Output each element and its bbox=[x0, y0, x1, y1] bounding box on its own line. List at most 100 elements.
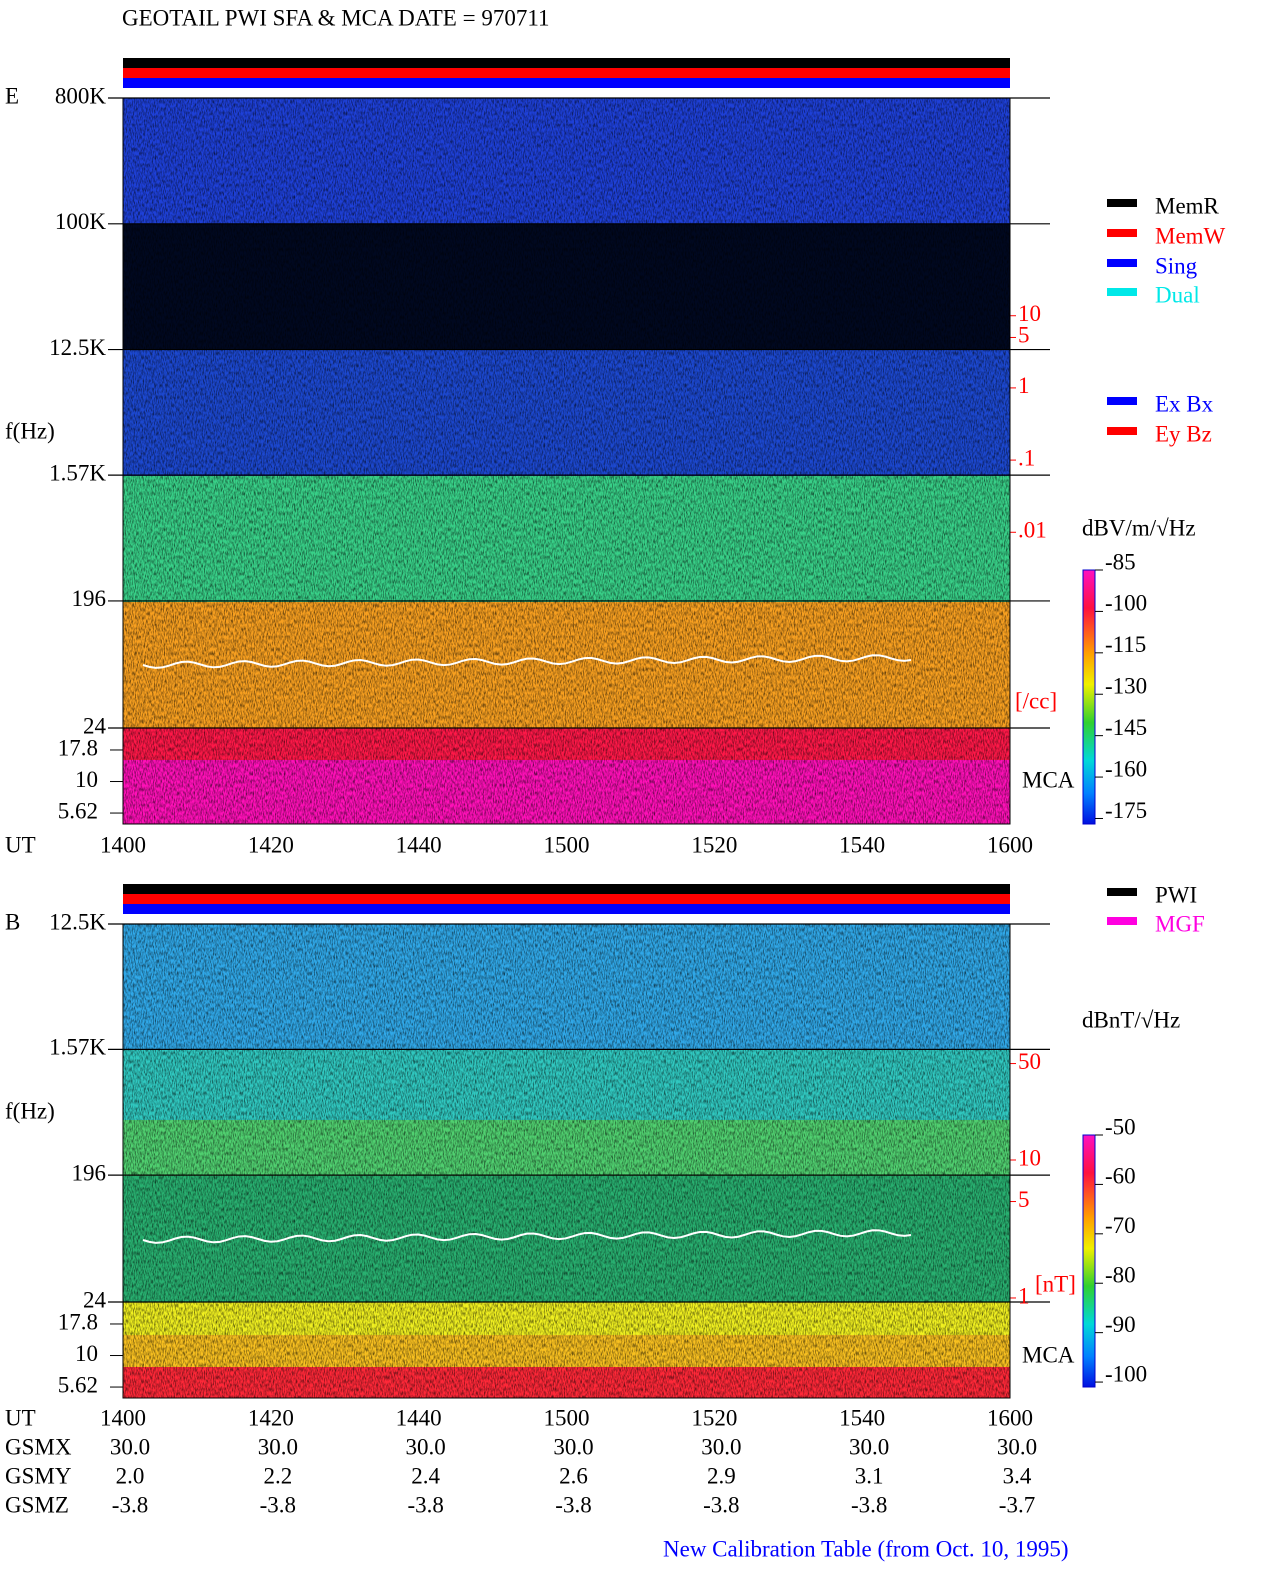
y-axis-label: f(Hz) bbox=[5, 418, 55, 443]
y2-tick-label: .01 bbox=[1018, 518, 1047, 543]
y2-tick-label: 50 bbox=[1018, 1049, 1041, 1074]
y-tick-label: 100K bbox=[55, 209, 107, 234]
y-tick-label: 196 bbox=[72, 1160, 107, 1185]
panel-label: B bbox=[5, 909, 20, 934]
legend-label: PWI bbox=[1155, 882, 1197, 907]
spectrogram-noise bbox=[123, 924, 1010, 1398]
x-tick-label: 1440 bbox=[396, 1405, 442, 1430]
colorbar-tick-label: -85 bbox=[1105, 549, 1136, 574]
orbit-value: 30.0 bbox=[849, 1434, 889, 1459]
colorbar-label: dBV/m/√Hz bbox=[1082, 515, 1196, 540]
orbit-value: 3.1 bbox=[855, 1463, 884, 1488]
legend-label: MemW bbox=[1155, 223, 1226, 248]
y-tick-label: 12.5K bbox=[49, 335, 106, 360]
orbit-row-label: GSMZ bbox=[5, 1492, 69, 1517]
colorbar bbox=[1082, 569, 1096, 825]
orbit-value: 2.2 bbox=[263, 1463, 292, 1488]
legend-label: MemR bbox=[1155, 193, 1220, 218]
y2-tick-label: 5 bbox=[1018, 1187, 1030, 1212]
orbit-value: 30.0 bbox=[110, 1434, 150, 1459]
plasma-trace bbox=[142, 1229, 912, 1244]
y-tick-label: 1.57K bbox=[49, 460, 106, 485]
spectrogram-noise bbox=[123, 98, 1010, 824]
colorbar-label: dBnT/√Hz bbox=[1082, 1007, 1180, 1032]
colorbar-tick-label: -60 bbox=[1105, 1164, 1136, 1189]
colorbar-tick-label: -115 bbox=[1105, 632, 1146, 657]
orbit-value: -3.8 bbox=[703, 1492, 739, 1517]
colorbar-tick-label: -90 bbox=[1105, 1312, 1136, 1337]
orbit-value: 2.9 bbox=[707, 1463, 736, 1488]
orbit-value: -3.8 bbox=[555, 1492, 591, 1517]
y2-tick-label: 10 bbox=[1018, 1145, 1041, 1170]
x-tick-label: 1520 bbox=[691, 1405, 737, 1430]
mca-tick-label: 5.62 bbox=[58, 798, 98, 823]
legend-label: Sing bbox=[1155, 253, 1198, 278]
y2-axis-label: [/cc] bbox=[1015, 688, 1057, 713]
legend-label: Dual bbox=[1155, 282, 1200, 307]
status-bar bbox=[123, 68, 1010, 78]
plot-frame bbox=[122, 923, 1011, 1399]
y2-tick-label: 5 bbox=[1018, 323, 1030, 348]
y2-tick-label: 1 bbox=[1018, 373, 1030, 398]
colorbar-tick-label: -100 bbox=[1105, 1361, 1147, 1386]
status-bar bbox=[123, 884, 1010, 894]
colorbar-tick-label: -50 bbox=[1105, 1114, 1136, 1139]
x-tick-label: 1440 bbox=[396, 832, 442, 857]
y-tick-label: 1.57K bbox=[49, 1035, 106, 1060]
x-tick-label: 1540 bbox=[839, 832, 885, 857]
legend-label: Ex Bx bbox=[1155, 391, 1214, 416]
y-tick-label: 800K bbox=[55, 83, 107, 108]
orbit-value: -3.7 bbox=[999, 1492, 1035, 1517]
legend-swatch bbox=[1107, 229, 1137, 237]
orbit-value: 2.0 bbox=[116, 1463, 145, 1488]
colorbar bbox=[1082, 1134, 1096, 1388]
y-tick-label: 24 bbox=[83, 1287, 107, 1312]
mca-tick-label: 17.8 bbox=[58, 1309, 98, 1334]
y2-tick-label: .1 bbox=[1018, 445, 1035, 470]
legend-swatch bbox=[1107, 259, 1137, 267]
orbit-value: -3.8 bbox=[851, 1492, 887, 1517]
x-tick-label: 1500 bbox=[544, 832, 590, 857]
colorbar-tick-label: -175 bbox=[1105, 798, 1147, 823]
y-tick-label: 12.5K bbox=[49, 909, 106, 934]
x-axis-label: UT bbox=[5, 832, 36, 857]
colorbar-tick-label: -70 bbox=[1105, 1213, 1136, 1238]
mca-label: MCA bbox=[1022, 1342, 1075, 1367]
legend-swatch bbox=[1107, 427, 1137, 435]
orbit-row-label: GSMY bbox=[5, 1463, 72, 1488]
status-bar bbox=[123, 78, 1010, 88]
x-tick-label: 1600 bbox=[987, 1405, 1033, 1430]
orbit-value: -3.8 bbox=[112, 1492, 148, 1517]
y-tick-label: 196 bbox=[72, 586, 107, 611]
colorbar-tick-label: -160 bbox=[1105, 756, 1147, 781]
mca-tick-label: 10 bbox=[75, 1341, 98, 1366]
y-axis-label: f(Hz) bbox=[5, 1098, 55, 1123]
x-tick-label: 1600 bbox=[987, 832, 1033, 857]
orbit-value: 30.0 bbox=[258, 1434, 298, 1459]
orbit-row-label: GSMX bbox=[5, 1434, 72, 1459]
orbit-value: -3.8 bbox=[260, 1492, 296, 1517]
x-tick-label: 1500 bbox=[544, 1405, 590, 1430]
legend-swatch bbox=[1107, 888, 1137, 896]
colorbar-tick-label: -145 bbox=[1105, 715, 1147, 740]
status-bar bbox=[123, 904, 1010, 914]
x-tick-label: 1400 bbox=[100, 1405, 146, 1430]
orbit-value: 30.0 bbox=[997, 1434, 1037, 1459]
x-tick-label: 1400 bbox=[100, 832, 146, 857]
mca-tick-label: 17.8 bbox=[58, 735, 98, 760]
y2-axis-label: [nT] bbox=[1035, 1271, 1076, 1296]
legend-swatch bbox=[1107, 917, 1137, 925]
x-tick-label: 1420 bbox=[248, 832, 294, 857]
legend-swatch bbox=[1107, 288, 1137, 296]
x-tick-label: 1520 bbox=[691, 832, 737, 857]
orbit-value: 3.4 bbox=[1003, 1463, 1032, 1488]
plot-frame bbox=[122, 97, 1011, 825]
y-tick-label: 24 bbox=[83, 713, 107, 738]
status-bar bbox=[123, 894, 1010, 904]
spectrogram-panel: 800K100K12.5K1.57K1962417.8105.62MCA1051… bbox=[5, 58, 1226, 857]
x-axis-label: UT bbox=[5, 1405, 36, 1430]
x-tick-label: 1420 bbox=[248, 1405, 294, 1430]
legend-label: Ey Bz bbox=[1155, 421, 1212, 446]
